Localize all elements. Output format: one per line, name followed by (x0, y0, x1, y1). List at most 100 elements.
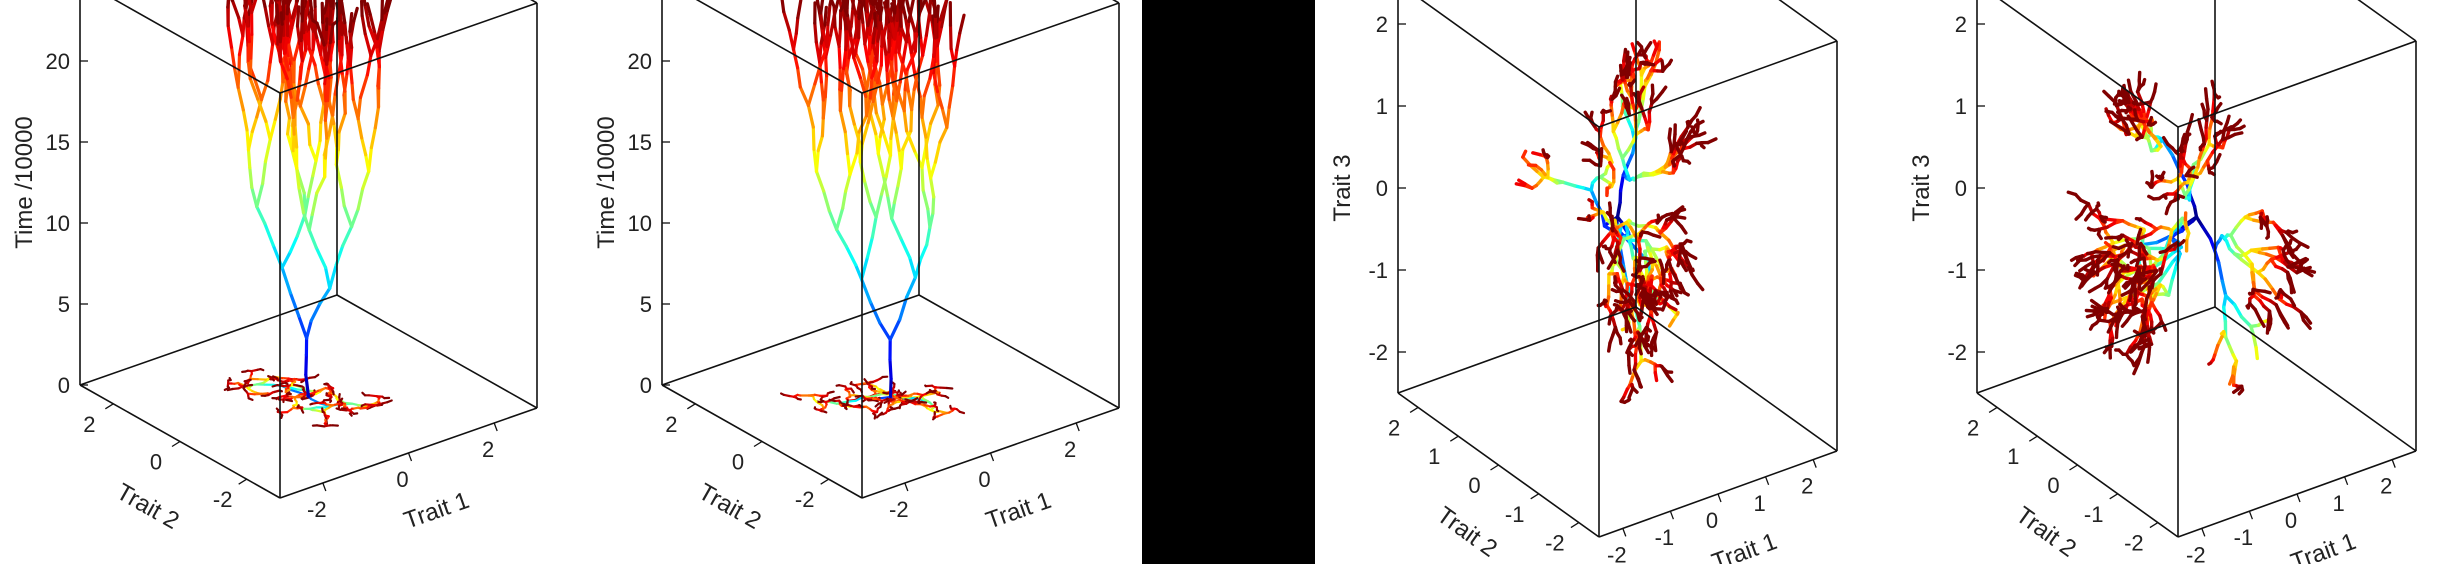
branch-segment (284, 99, 292, 120)
branch-segment (2104, 109, 2114, 115)
branch-segment (2154, 235, 2170, 245)
branch-projection (359, 406, 369, 410)
branch-segment (2134, 254, 2142, 268)
branch-segment (920, 115, 928, 139)
branch-segment (1706, 137, 1718, 145)
branch-projection (851, 390, 855, 394)
branch-segment (852, 56, 862, 80)
branch-segment (2294, 242, 2302, 252)
branch-projection (386, 399, 393, 404)
y-tick-mark (1530, 493, 1540, 500)
branch-projection (267, 375, 271, 378)
branch-segment (2220, 279, 2228, 298)
branch-segment (868, 300, 882, 325)
x-tick-label: -1 (1655, 525, 1675, 550)
branch-segment (1607, 201, 1612, 210)
branch-segment (365, 2, 372, 16)
y-tick-mark (1449, 435, 1459, 442)
branch-segment (1654, 264, 1663, 278)
branch-segment (1626, 117, 1635, 132)
branch-projection (286, 398, 294, 403)
branch-projection (912, 397, 919, 402)
branch-segment (888, 358, 893, 381)
branch-segment (2138, 271, 2149, 276)
branch-segment (2225, 114, 2231, 125)
branch-segment (925, 225, 932, 247)
branch-segment (1685, 159, 1692, 165)
branch-segment (909, 29, 920, 55)
branch-segment (866, 99, 875, 125)
branch-segment (1634, 258, 1642, 265)
branch-segment (1531, 151, 1542, 157)
branch-segment (1638, 85, 1646, 96)
branch-projection (832, 395, 841, 400)
x-tick-label: 2 (1801, 474, 1813, 499)
branch-segment (2274, 295, 2280, 300)
branch-segment (1613, 74, 1620, 84)
branch-segment (1526, 163, 1538, 168)
branch-segment (2261, 219, 2268, 227)
y-tick-label: -1 (2084, 502, 2104, 527)
y-tick-label: 1 (2007, 444, 2019, 469)
branch-segment (2117, 91, 2125, 98)
branch-segment (921, 188, 930, 211)
branch-segment (364, 153, 371, 173)
branch-segment (1663, 267, 1669, 274)
branch-segment (782, 10, 791, 32)
y-tick-mark (820, 478, 830, 485)
branch-segment (1665, 373, 1674, 383)
branch-segment (938, 0, 949, 22)
x-tick-label: 1 (1753, 491, 1765, 516)
branch-projection (286, 391, 291, 395)
branch-segment (1672, 132, 1677, 148)
branch-segment (1647, 257, 1655, 262)
z-axis-label: Trait 3 (1908, 154, 1935, 221)
branch-projection (380, 403, 384, 406)
branch-segment (862, 0, 868, 13)
branch-segment (2290, 229, 2299, 235)
branch-segment (261, 0, 267, 9)
branch-segment (951, 64, 957, 88)
branch-segment (268, 42, 275, 64)
branch-segment (2120, 290, 2130, 297)
branch-segment (2301, 318, 2312, 330)
branch-segment (834, 227, 849, 249)
branch-segment (900, 0, 906, 11)
branch-segment (363, 31, 373, 58)
branch-segment (2162, 324, 2168, 332)
branch-segment (1656, 213, 1661, 221)
z-tick-label: 0 (640, 373, 652, 398)
branch-segment (857, 0, 863, 4)
branch-segment (315, 21, 326, 47)
branch-segment (1642, 290, 1648, 295)
branch-segment (250, 0, 258, 15)
branch-segment (2073, 273, 2082, 279)
branch-projection (228, 377, 232, 382)
branch-segment (2097, 312, 2104, 319)
branch-segment (1652, 308, 1659, 317)
branch-segment (358, 73, 369, 100)
branch-segment (874, 111, 885, 134)
branch-segment (2103, 283, 2109, 290)
branch-segment (2088, 324, 2095, 331)
branch-segment (1645, 61, 1654, 67)
x-axis-label: Trait 1 (2287, 528, 2359, 564)
branch-segment (341, 225, 354, 248)
branch-segment (311, 159, 318, 178)
branch-segment (880, 102, 886, 121)
branch-segment (862, 179, 872, 204)
branch-projection (844, 406, 848, 411)
branch-segment (2150, 169, 2155, 179)
branch-projection (272, 375, 278, 380)
branch-segment (2096, 201, 2101, 207)
branch-segment (307, 228, 318, 250)
branch-segment (304, 373, 311, 399)
branch-projection (242, 387, 246, 392)
branch-segment (2200, 102, 2206, 112)
branch-segment (834, 206, 845, 231)
branch-segment (380, 11, 386, 31)
branch-segment (1514, 182, 1526, 188)
branch-segment (377, 65, 381, 90)
x-tick-mark (2296, 493, 2301, 503)
branch-segment (340, 71, 347, 93)
